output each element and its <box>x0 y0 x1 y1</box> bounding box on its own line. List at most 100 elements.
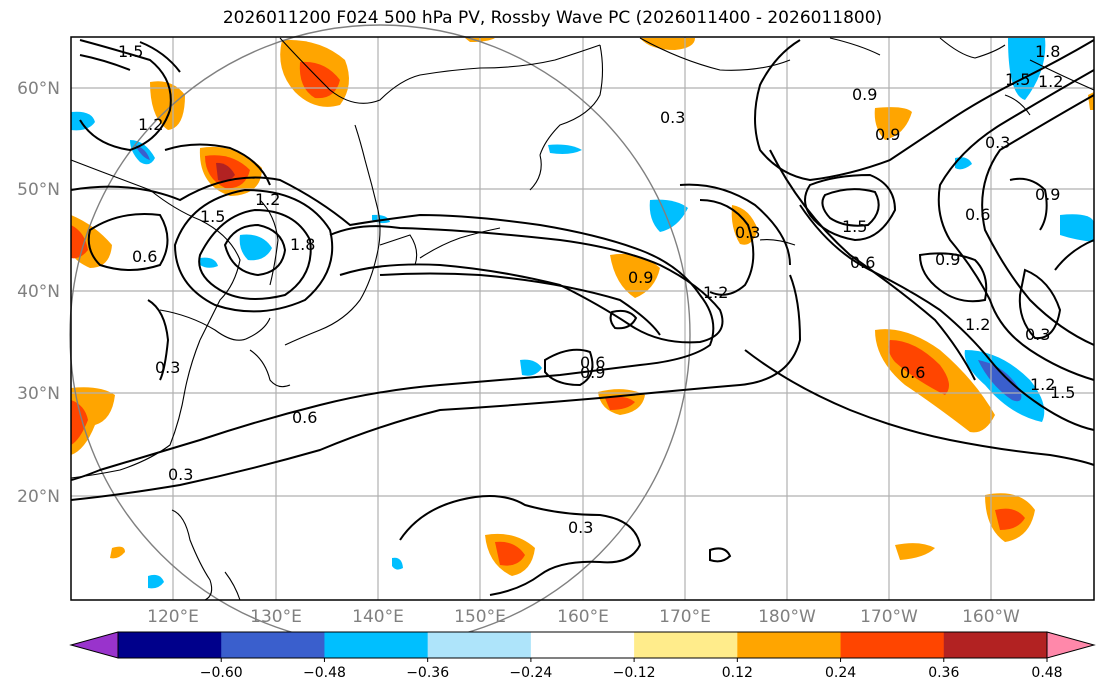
contour-label: 0.6 <box>900 363 925 382</box>
lon-label: 160°W <box>962 607 1020 627</box>
contour-label: 1.5 <box>200 207 225 226</box>
colorbar-outline <box>117 631 1048 659</box>
contour-label: 1.2 <box>703 283 728 302</box>
longitude-labels: 120°E 130°E 140°E 150°E 160°E 170°E 180°… <box>147 607 1020 627</box>
colorbar-segment <box>737 632 842 658</box>
contour-label: 1.8 <box>1035 42 1060 61</box>
lat-label: 50°N <box>17 180 60 200</box>
contour-label: 1.5 <box>1050 383 1075 402</box>
colorbar-segment <box>943 632 1048 658</box>
coastlines <box>70 37 1095 601</box>
contour-labels: 1.5 1.2 1.5 1.2 1.8 0.6 0.3 0.6 0.3 0.3 … <box>118 42 1075 537</box>
shading-negative <box>649 199 688 232</box>
shading-positive <box>71 400 88 445</box>
contour-label: 0.6 <box>580 353 605 372</box>
lon-label: 120°E <box>147 607 199 627</box>
shading-negative <box>520 359 542 376</box>
shading-negative <box>239 234 272 261</box>
colorbar-segment <box>427 632 532 658</box>
contour-label: 0.9 <box>935 250 960 269</box>
colorbar-tick-label: −0.60 <box>200 665 243 681</box>
contour-label: 0.9 <box>580 363 605 382</box>
shading-negative <box>1008 38 1046 100</box>
contour-label: 1.5 <box>118 42 143 61</box>
pv-contours <box>70 39 1095 596</box>
shading-positive <box>216 162 235 182</box>
colorbar-segment <box>221 632 325 658</box>
lon-label: 180°W <box>758 607 816 627</box>
colorbar-segment <box>634 632 738 658</box>
graticule <box>71 37 1094 600</box>
contour-label: 1.5 <box>842 217 867 236</box>
colorbar-segment <box>324 632 429 658</box>
lon-label: 170°W <box>860 607 918 627</box>
colorbar-tick-label: −0.24 <box>509 665 552 681</box>
contour-label: 0.9 <box>875 125 900 144</box>
shading-positive <box>874 107 912 140</box>
contour-label: 0.6 <box>965 205 990 224</box>
shading-positive <box>895 543 935 560</box>
shading-positive <box>640 38 695 50</box>
colorbar-tick-label: −0.48 <box>303 665 346 681</box>
shading-negative <box>548 144 582 154</box>
contour-label: 0.9 <box>852 85 877 104</box>
contour-label: 0.6 <box>850 253 875 272</box>
contour-label: 1.2 <box>965 315 990 334</box>
map-frame <box>70 36 1095 601</box>
contour-label: 1.8 <box>290 235 315 254</box>
colorbar-segment <box>530 632 635 658</box>
shading-negative <box>1060 214 1094 242</box>
colorbar-segment <box>840 632 945 658</box>
lat-label: 20°N <box>17 487 60 507</box>
contour-label: 1.2 <box>1038 72 1063 91</box>
lon-label: 140°E <box>352 607 404 627</box>
map-title: 2026011200 F024 500 hPa PV, Rossby Wave … <box>222 8 883 28</box>
shading-negative <box>978 360 1022 402</box>
contour-label: 1.2 <box>138 115 163 134</box>
shading-positive <box>110 546 125 559</box>
contour-label: 0.3 <box>155 358 180 377</box>
lat-label: 30°N <box>17 384 60 404</box>
shading-negative <box>392 557 403 570</box>
lon-label: 130°E <box>250 607 302 627</box>
colorbar-tick-label: 0.12 <box>722 665 753 681</box>
shading-negative <box>955 157 972 170</box>
shading-positive <box>605 396 635 410</box>
contour-label: 0.3 <box>660 108 685 127</box>
latitude-labels: 60°N 50°N 40°N 30°N 20°N <box>17 79 60 507</box>
lon-label: 160°E <box>557 607 609 627</box>
colorbar: −0.60 −0.48 −0.36 −0.24 −0.12 0.12 0.24 0.36 0.4… <box>69 631 1096 681</box>
shading-positive <box>71 225 88 259</box>
lon-label: 170°E <box>659 607 711 627</box>
shading-positive <box>888 340 949 395</box>
contour-label: 0.3 <box>735 223 760 242</box>
colorbar-tick-label: 0.36 <box>928 665 959 681</box>
colorbar-tick-label: 0.24 <box>825 665 856 681</box>
colorbar-segment <box>118 632 222 658</box>
contour-label: 0.3 <box>168 465 193 484</box>
contour-label: 0.3 <box>985 133 1010 152</box>
shading-positive <box>995 508 1025 530</box>
contour-label: 0.6 <box>292 408 317 427</box>
shading-positive <box>610 253 660 298</box>
shading-positive <box>495 541 525 566</box>
contour-label: 0.3 <box>568 518 593 537</box>
contour-label: 1.2 <box>255 190 280 209</box>
shading-negative <box>71 111 95 131</box>
colorbar-tick-label: −0.12 <box>613 665 656 681</box>
lon-label: 150°E <box>454 607 506 627</box>
shading-negative <box>135 145 150 160</box>
colorbar-extend-high <box>1046 631 1096 659</box>
contour-label: 0.9 <box>628 268 653 287</box>
contour-label: 1.5 <box>1005 70 1030 89</box>
shading-negative <box>148 574 164 589</box>
colorbar-tick-label: 0.48 <box>1031 665 1062 681</box>
lat-label: 40°N <box>17 282 60 302</box>
contour-label: 0.6 <box>132 247 157 266</box>
colorbar-extend-low <box>69 631 119 659</box>
contour-label: 0.9 <box>1035 185 1060 204</box>
shading-negative <box>200 257 218 268</box>
contour-label: 0.3 <box>1025 325 1050 344</box>
shading-positive <box>71 387 115 455</box>
